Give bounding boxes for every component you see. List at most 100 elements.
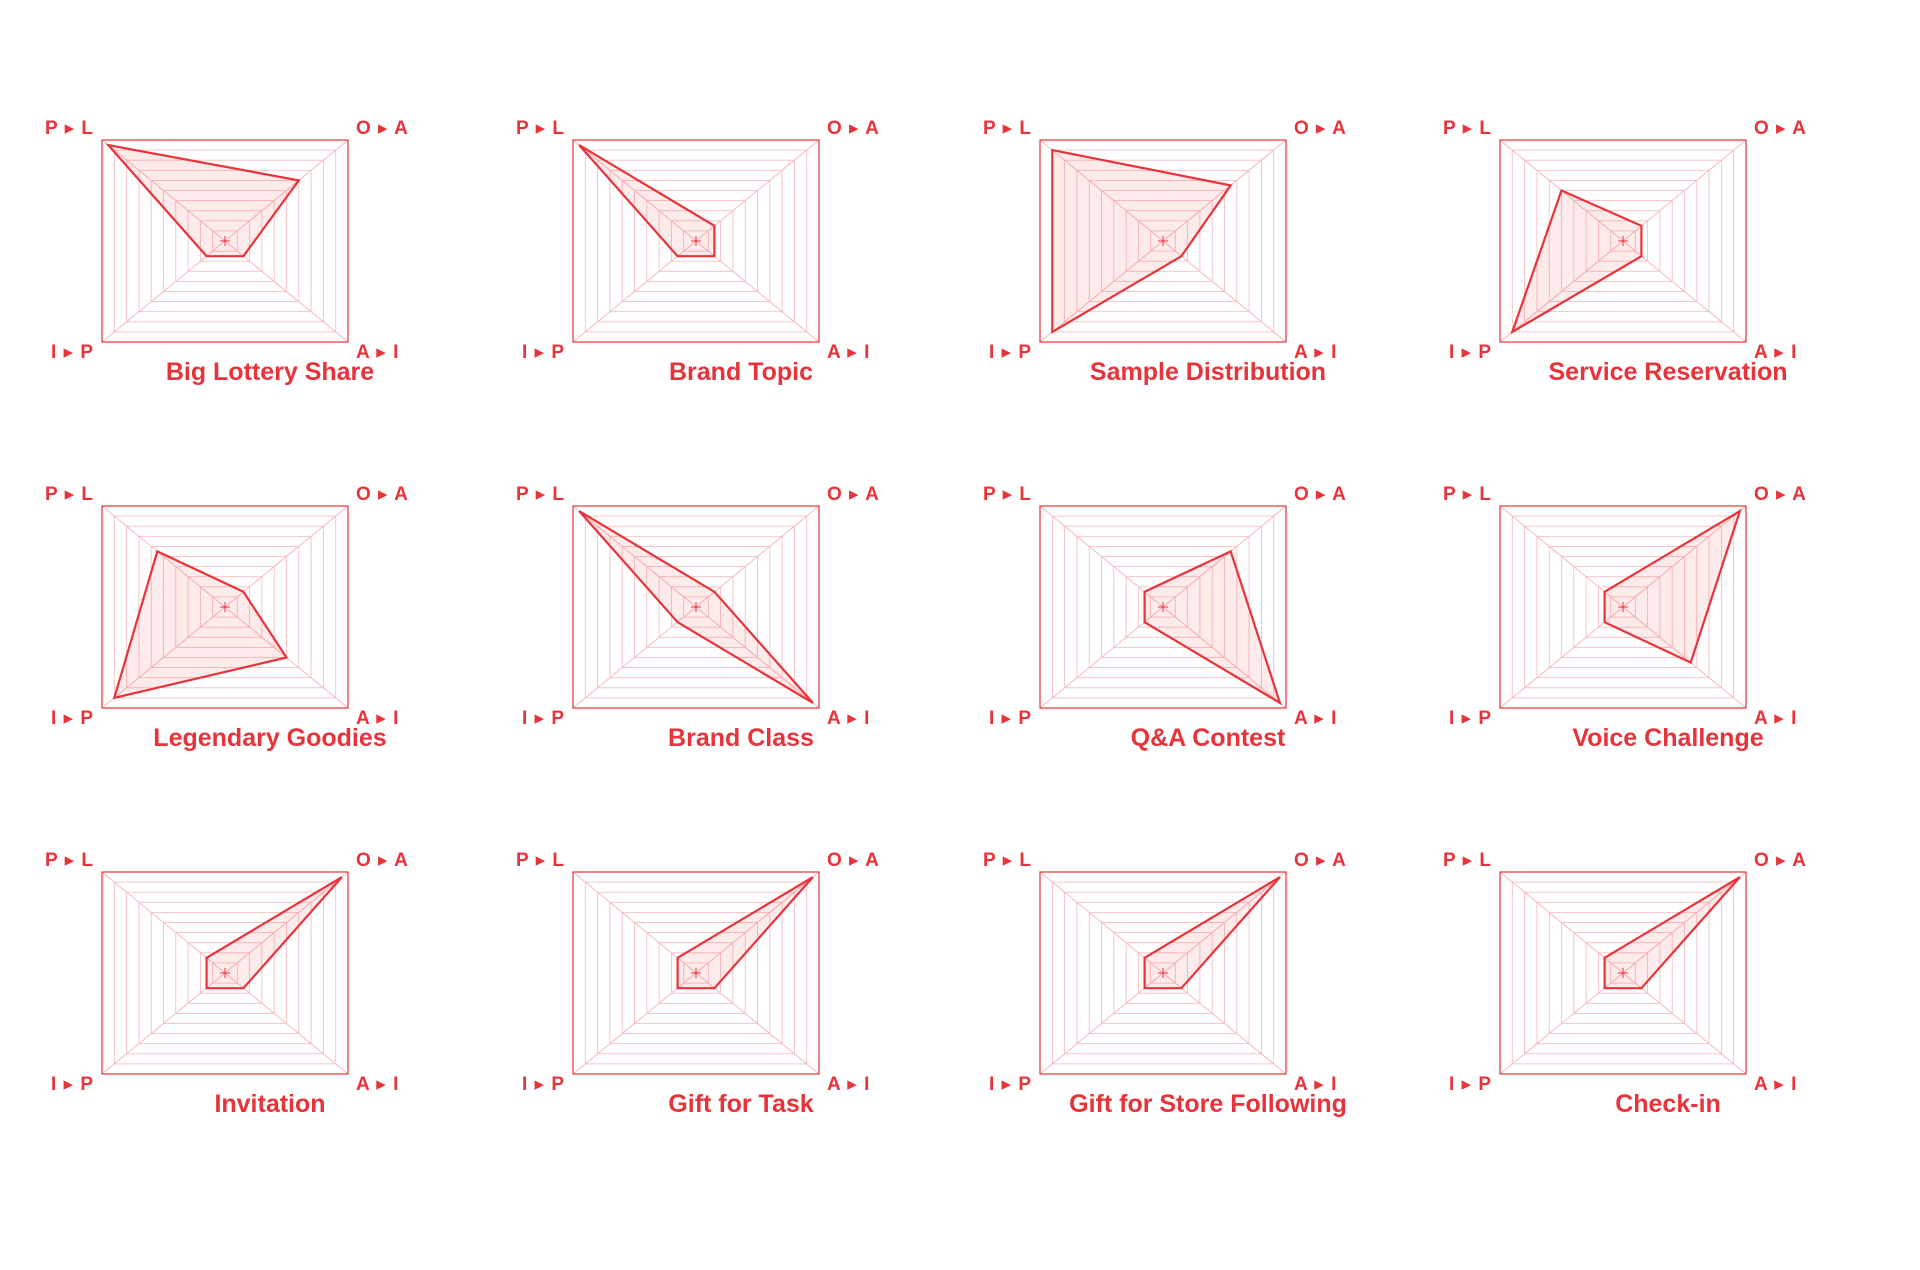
- grid-ring: [1101, 922, 1225, 1024]
- grid-ring: [1524, 159, 1722, 323]
- chart-title: Sample Distribution: [1089, 358, 1327, 386]
- axis-label: P ▸ L: [45, 850, 94, 871]
- grid-axis-line: [1162, 972, 1287, 1075]
- grid-ring: [597, 525, 795, 689]
- grid-ring: [1561, 190, 1685, 292]
- chart-frame: [1039, 871, 1287, 1075]
- grid-ring: [646, 200, 746, 282]
- radar-svg: P ▸ L O ▸ A A ▸ I I ▸ P: [516, 484, 880, 729]
- grid-ring: [683, 596, 709, 618]
- chart-frame: [1039, 139, 1287, 343]
- axis-label: I ▸ P: [51, 342, 94, 363]
- data-polygon: [205, 876, 343, 990]
- grid-axis-line: [1162, 871, 1287, 974]
- axis-label: A ▸ I: [356, 1074, 399, 1095]
- grid-axis-line: [572, 505, 697, 608]
- grid-ring: [683, 962, 709, 984]
- radar-svg: P ▸ L O ▸ A A ▸ I I ▸ P: [45, 850, 408, 1095]
- axis-label: P ▸ L: [983, 484, 1032, 505]
- radar-svg: P ▸ L O ▸ A A ▸ I I ▸ P: [983, 484, 1346, 729]
- radar-chart: P ▸ L O ▸ A A ▸ I I ▸ P Q&A Contest: [978, 446, 1438, 776]
- grid-ring: [1125, 210, 1201, 272]
- grid-ring: [1511, 149, 1735, 333]
- grid-axis-line: [1499, 240, 1624, 343]
- axis-label: O ▸ A: [1754, 118, 1807, 139]
- grid-axis-line: [1622, 871, 1747, 974]
- axis-label: P ▸ L: [1443, 118, 1492, 139]
- grid-ring: [597, 159, 795, 323]
- chart-frame: [101, 505, 349, 709]
- grid-axis-line: [1162, 606, 1287, 709]
- axis-label: A ▸ I: [356, 342, 399, 363]
- grid-ring: [658, 210, 734, 272]
- grid-ring: [199, 952, 250, 994]
- grid-ring: [646, 566, 746, 648]
- grid-ring: [1137, 952, 1188, 994]
- grid-ring: [658, 576, 734, 638]
- grid-ring: [1511, 515, 1735, 699]
- grid-axis-line: [1162, 505, 1287, 608]
- radar-svg: P ▸ L O ▸ A A ▸ I I ▸ P: [516, 118, 879, 363]
- axis-label: O ▸ A: [827, 484, 880, 505]
- grid-ring: [1597, 220, 1648, 262]
- axis-label: P ▸ L: [516, 850, 565, 871]
- axis-label: A ▸ I: [827, 1074, 870, 1095]
- grid-ring: [609, 535, 783, 679]
- grid-ring: [1561, 922, 1685, 1024]
- grid-axis-line: [695, 240, 820, 343]
- axis-label: A ▸ I: [1294, 1074, 1337, 1095]
- data-polygon: [676, 876, 814, 990]
- axis-label: O ▸ A: [1754, 484, 1807, 505]
- radar-svg: P ▸ L O ▸ A A ▸ I I ▸ P: [983, 118, 1346, 363]
- radar-chart: P ▸ L O ▸ A A ▸ I I ▸ P Big Lottery Share: [40, 80, 500, 410]
- grid-ring: [1101, 190, 1225, 292]
- grid-axis-line: [695, 606, 820, 709]
- grid-ring: [1573, 200, 1673, 282]
- grid-ring: [113, 515, 337, 699]
- grid-ring: [1150, 596, 1176, 618]
- chart-frame: [572, 505, 820, 709]
- axis-label: O ▸ A: [1294, 850, 1347, 871]
- data-polygon: [105, 143, 301, 258]
- grid-ring: [1610, 230, 1636, 252]
- axis-label: I ▸ P: [522, 1074, 565, 1095]
- grid-ring: [1548, 546, 1698, 668]
- grid-ring: [1524, 891, 1722, 1055]
- grid-axis-line: [1039, 505, 1164, 608]
- chart-frame: [101, 139, 349, 343]
- grid-ring: [1150, 962, 1176, 984]
- grid-axis-line: [1039, 606, 1164, 709]
- data-polygon: [112, 549, 289, 700]
- grid-ring: [1064, 159, 1262, 323]
- grid-ring: [634, 556, 758, 658]
- radar-chart: P ▸ L O ▸ A A ▸ I I ▸ P Voice Challenge: [1438, 446, 1898, 776]
- grid-ring: [1125, 942, 1201, 1004]
- grid-axis-line: [572, 606, 697, 709]
- grid-ring: [1088, 546, 1238, 668]
- axis-label: I ▸ P: [1449, 342, 1492, 363]
- radar-chart: P ▸ L O ▸ A A ▸ I I ▸ P Service Reservation: [1438, 80, 1898, 410]
- grid-ring: [658, 942, 734, 1004]
- grid-ring: [1064, 891, 1262, 1055]
- grid-ring: [199, 586, 250, 628]
- grid-ring: [670, 952, 721, 994]
- radar-chart: P ▸ L O ▸ A A ▸ I I ▸ P Gift for Store Follo…: [978, 812, 1438, 1142]
- grid-ring: [683, 230, 709, 252]
- data-polygon: [1143, 876, 1281, 990]
- grid-axis-line: [1622, 240, 1747, 343]
- grid-ring: [1076, 169, 1250, 313]
- grid-ring: [1125, 576, 1201, 638]
- axis-label: A ▸ I: [1754, 342, 1797, 363]
- axis-label: I ▸ P: [989, 1074, 1032, 1095]
- chart-frame: [101, 871, 349, 1075]
- chart-frame: [1499, 871, 1747, 1075]
- grid-axis-line: [101, 871, 226, 974]
- grid-ring: [126, 159, 324, 323]
- axis-label: O ▸ A: [827, 850, 880, 871]
- grid-axis-line: [1039, 871, 1164, 974]
- axis-label: A ▸ I: [1754, 1074, 1797, 1095]
- grid-ring: [187, 210, 263, 272]
- chart-title: Service Reservation: [1548, 358, 1788, 386]
- axis-label: A ▸ I: [1294, 708, 1337, 729]
